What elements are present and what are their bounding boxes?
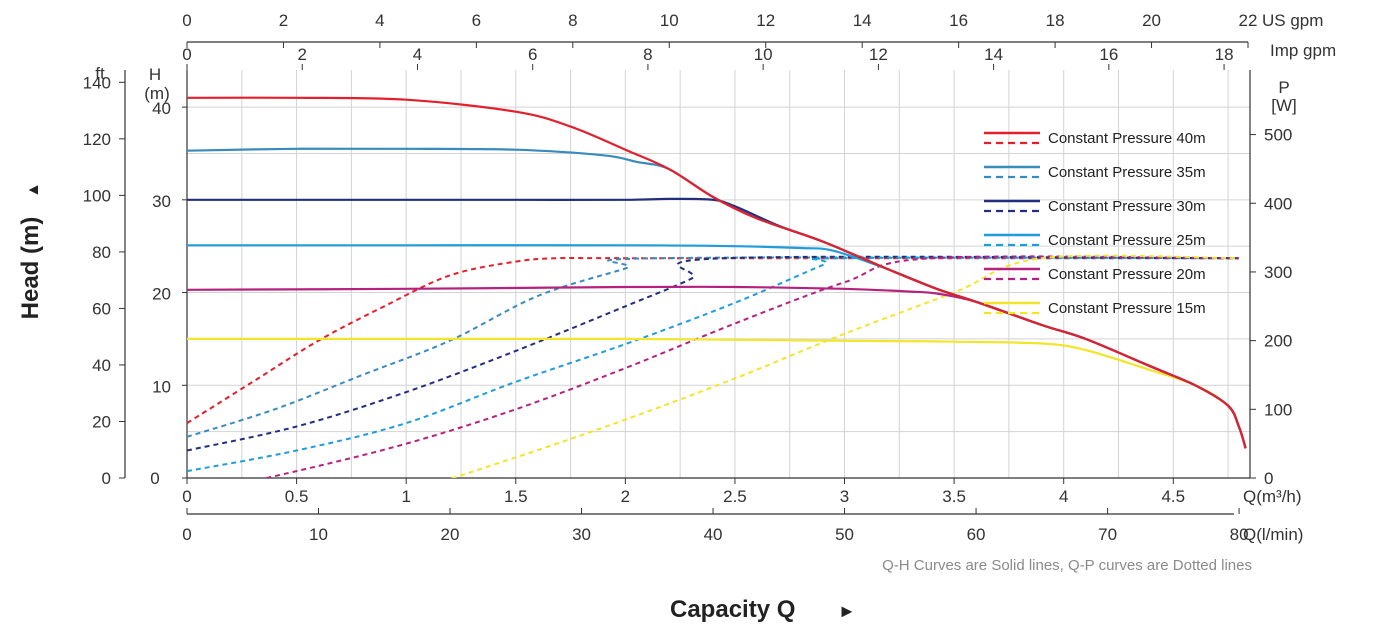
tick-label: 3.5 (942, 487, 966, 506)
tick-label: 300 (1264, 263, 1292, 282)
axis-unit-label: ft (95, 64, 105, 83)
tick-label: 200 (1264, 332, 1292, 351)
tick-label: 20 (441, 525, 460, 544)
tick-label: 2.5 (723, 487, 747, 506)
legend-label: Constant Pressure 40m (1048, 130, 1206, 147)
axis-unit-label: Q(l/min) (1243, 525, 1303, 544)
tick-label: 3 (840, 487, 849, 506)
tick-label: 0 (150, 469, 159, 488)
tick-label: 400 (1264, 194, 1292, 213)
tick-label: 8 (643, 45, 652, 64)
qp-curve (187, 255, 1240, 452)
tick-label: 0 (182, 11, 191, 30)
tick-label: 14 (853, 11, 872, 30)
tick-label: 20 (92, 412, 111, 431)
axis-unit-label: (m) (144, 84, 169, 103)
tick-label: 20 (152, 285, 171, 304)
legend-label: Constant Pressure 30m (1048, 198, 1206, 215)
axis-unit-label: Q(m³/h) (1243, 487, 1302, 506)
tick-label: 70 (1098, 525, 1117, 544)
tick-label: 18 (1046, 11, 1065, 30)
y-axis-arrow-icon: ▲ (25, 182, 42, 198)
tick-label: 140 (83, 73, 111, 92)
tick-label: 60 (92, 299, 111, 318)
tick-label: 20 (1142, 11, 1161, 30)
tick-label: 100 (83, 186, 111, 205)
head-curves (187, 96, 1247, 449)
tick-label: 1.5 (504, 487, 528, 506)
tick-label: 12 (869, 45, 888, 64)
tick-label: 10 (309, 525, 328, 544)
tick-label: 16 (1099, 45, 1118, 64)
tick-label: 30 (572, 525, 591, 544)
legend-label: Constant Pressure 15m (1048, 300, 1206, 317)
qp-curve (187, 256, 1239, 424)
tick-label: 80 (92, 243, 111, 262)
tick-label: 0 (1264, 469, 1273, 488)
tick-label: 10 (660, 11, 679, 30)
tick-label: 4 (375, 11, 384, 30)
tick-label: 2 (297, 45, 306, 64)
tick-label: 0 (102, 469, 111, 488)
axis-unit-label: P (1278, 78, 1289, 97)
tick-label: 80 (1230, 525, 1249, 544)
x-axis-title: Capacity Q (670, 596, 795, 623)
tick-label: 18 (1215, 45, 1234, 64)
qh-curve (187, 147, 1247, 449)
tick-label: 2 (621, 487, 630, 506)
tick-label: 4 (1059, 487, 1068, 506)
tick-label: 8 (568, 11, 577, 30)
tick-label: 120 (83, 130, 111, 149)
tick-label: 40 (92, 356, 111, 375)
curves (187, 96, 1247, 478)
tick-label: 2 (279, 11, 288, 30)
tick-label: 10 (754, 45, 773, 64)
legend-label: Constant Pressure 20m (1048, 266, 1206, 283)
tick-label: 0 (182, 45, 191, 64)
qp-curve (449, 254, 1240, 478)
axis-unit-label: H (149, 65, 161, 84)
tick-label: 1 (401, 487, 410, 506)
power-curves (187, 254, 1240, 478)
axis-unit-label: Imp gpm (1270, 41, 1336, 60)
tick-label: 6 (528, 45, 537, 64)
tick-label: 10 (152, 377, 171, 396)
tick-label: 0.5 (285, 487, 309, 506)
qp-curve (187, 256, 1240, 438)
tick-label: 4.5 (1161, 487, 1185, 506)
tick-label: 6 (472, 11, 481, 30)
chart-note: Q-H Curves are Solid lines, Q-P curves a… (882, 557, 1252, 574)
tick-label: 22 (1239, 11, 1258, 30)
legend-label: Constant Pressure 25m (1048, 232, 1206, 249)
tick-label: 14 (984, 45, 1003, 64)
legend: Constant Pressure 40m Constant Pressure 3… (984, 130, 1206, 317)
tick-label: 0 (182, 487, 191, 506)
y-axis-title: Head (m) (17, 217, 44, 320)
axis-unit-label: [W] (1271, 96, 1297, 115)
tick-label: 60 (967, 525, 986, 544)
tick-label: 50 (835, 525, 854, 544)
tick-label: 0 (182, 525, 191, 544)
tick-label: 500 (1264, 126, 1292, 145)
tick-label: 30 (152, 192, 171, 211)
x-axis-arrow-icon: ► (838, 601, 856, 621)
qh-curve (187, 96, 1247, 449)
tick-label: 40 (704, 525, 723, 544)
tick-label: 4 (413, 45, 422, 64)
tick-label: 40 (152, 99, 171, 118)
axis-unit-label: US gpm (1262, 11, 1323, 30)
axes: 0 0.5 1 1.5 2 2.5 3 3.5 4 4.5 Q(m³/h)0 10 20 30 40 50 60… (83, 11, 1337, 544)
legend-label: Constant Pressure 35m (1048, 164, 1206, 181)
qp-curve (187, 256, 1240, 473)
tick-label: 16 (949, 11, 968, 30)
tick-label: 100 (1264, 400, 1292, 419)
tick-label: 12 (756, 11, 775, 30)
